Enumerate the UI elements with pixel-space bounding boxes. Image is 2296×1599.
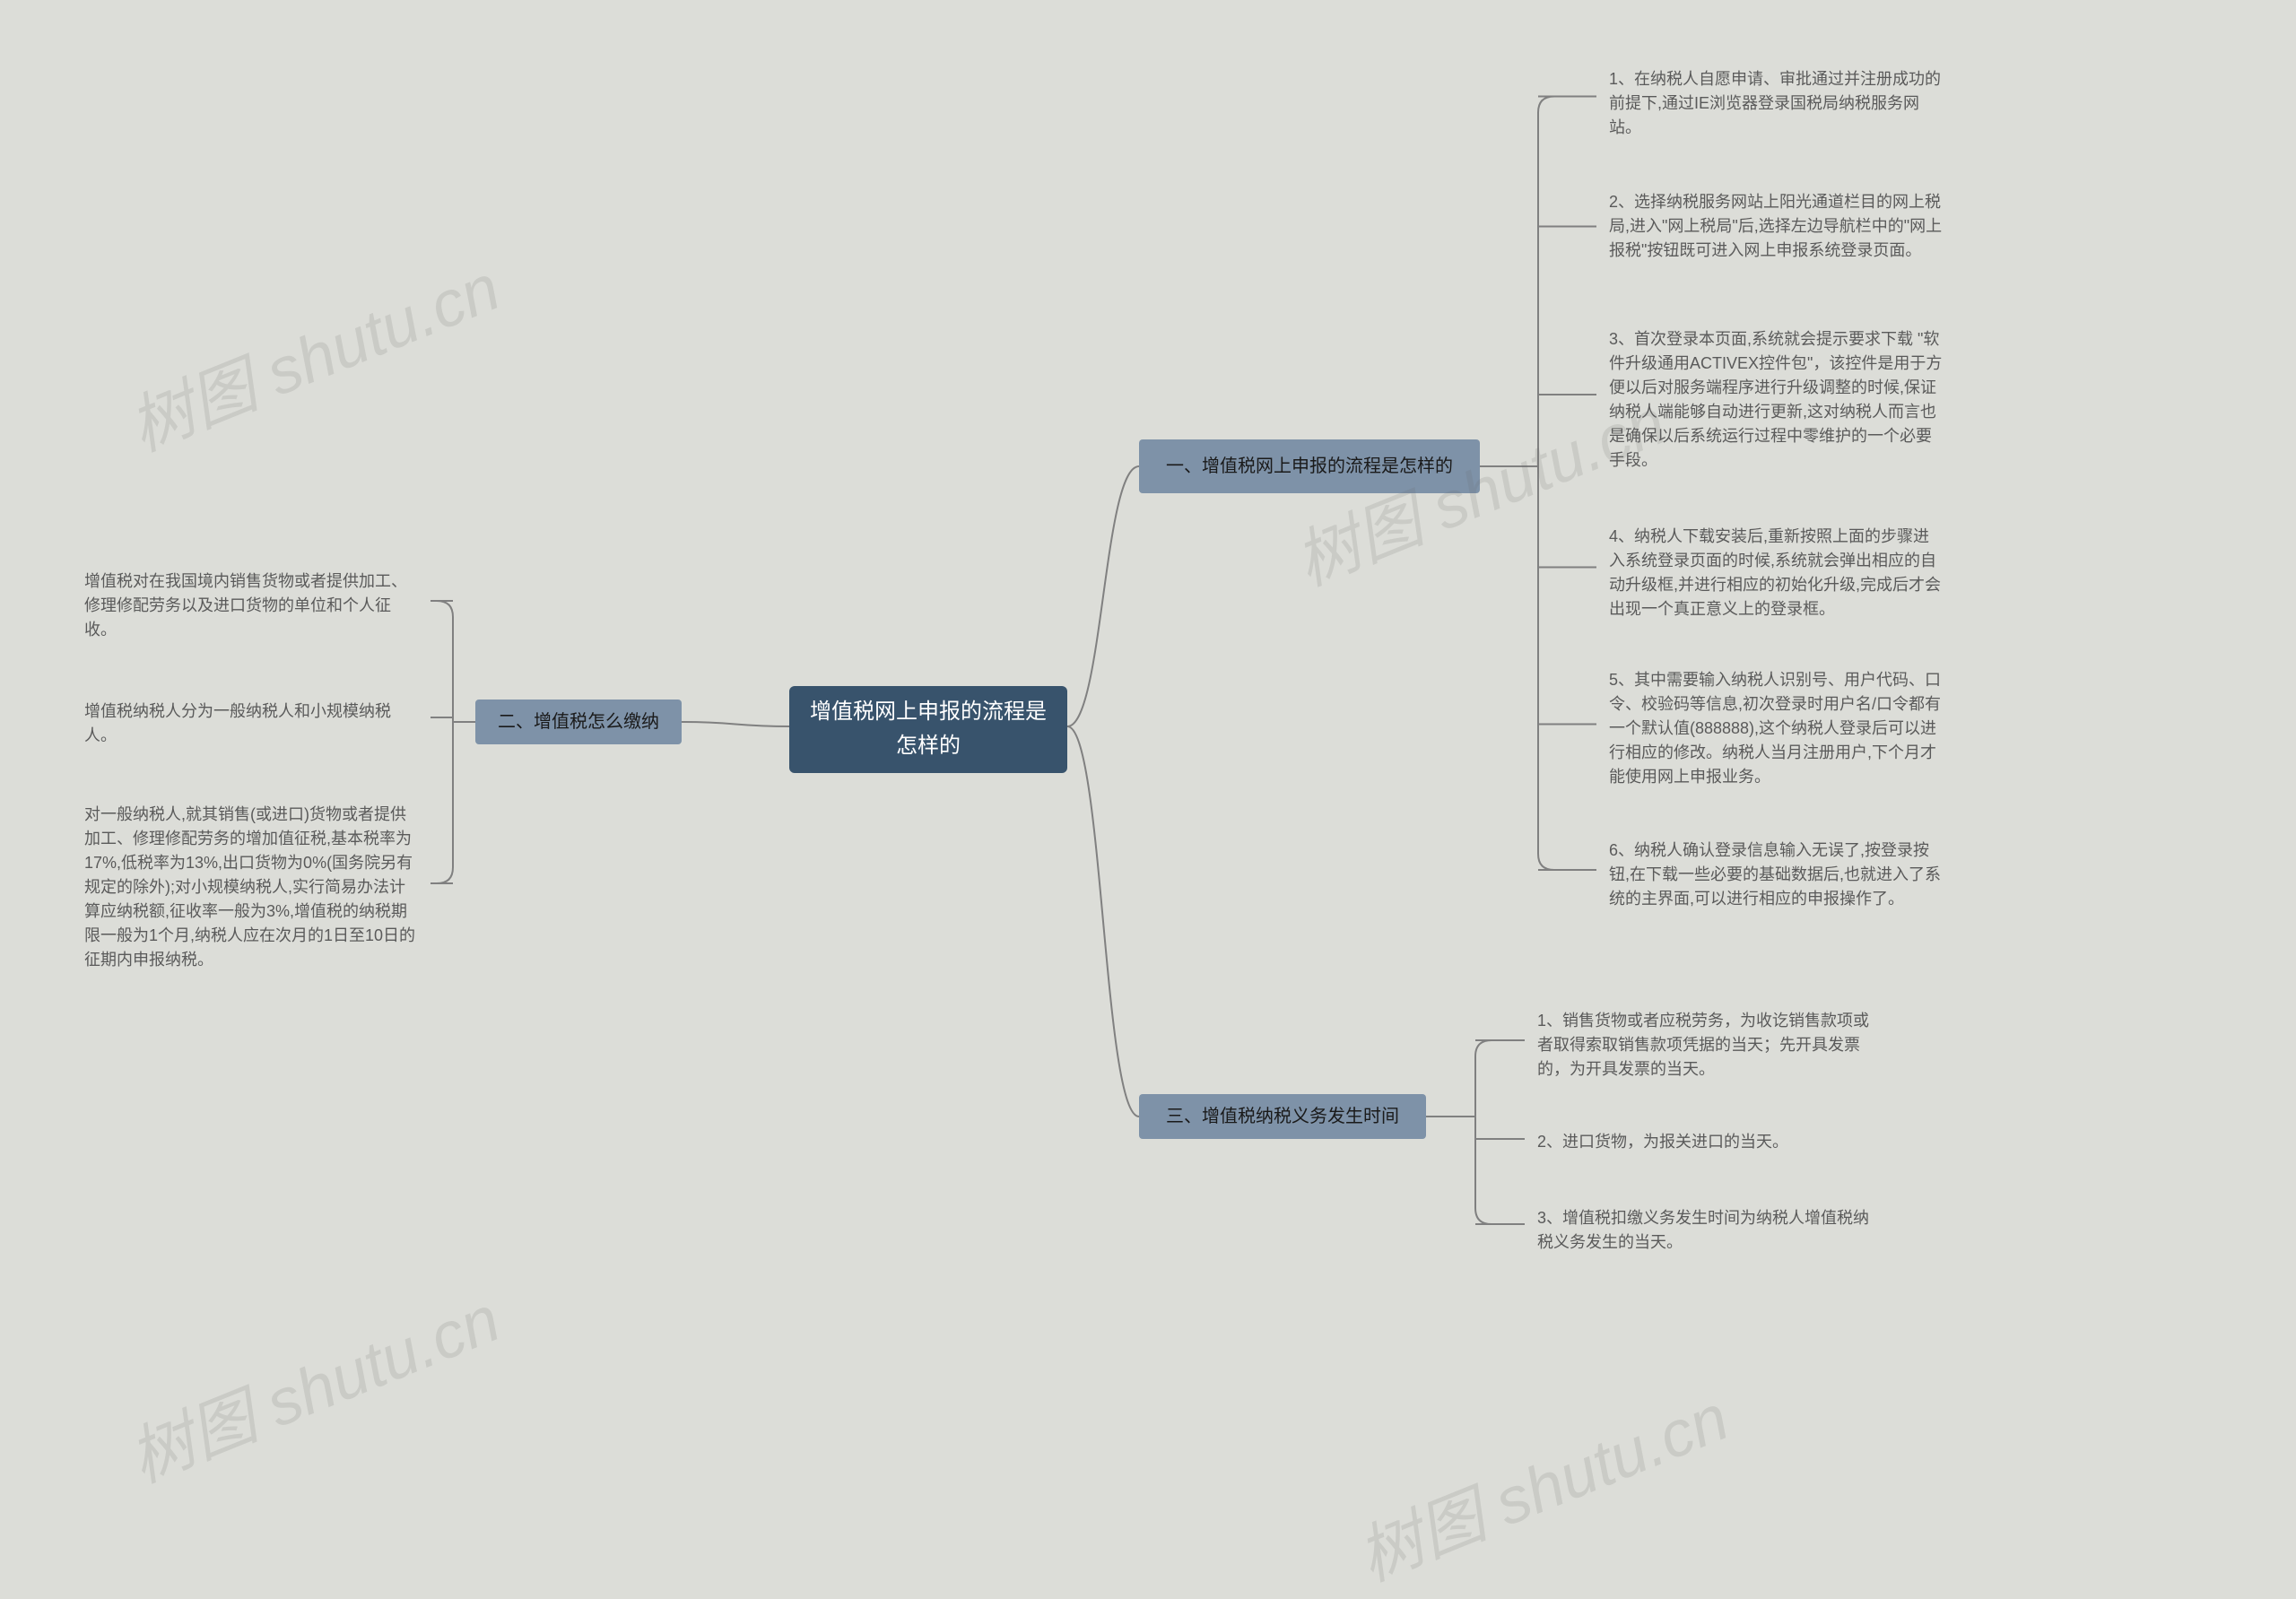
leaf-b1-1: 2、选择纳税服务网站上阳光通道栏目的网上税局,进入"网上税局"后,选择左边导航栏…	[1596, 175, 1955, 278]
leaf-b2-0: 增值税对在我国境内销售货物或者提供加工、修理修配劳务以及进口货物的单位和个人征收…	[72, 561, 430, 651]
leaf-b2-2: 对一般纳税人,就其销售(或进口)货物或者提供加工、修理修配劳务的增加值征税,基本…	[72, 794, 430, 981]
branch-b3: 三、增值税纳税义务发生时间	[1139, 1094, 1426, 1139]
leaf-b3-0: 1、销售货物或者应税劳务，为收讫销售款项或者取得索取销售款项凭据的当天；先开具发…	[1525, 1000, 1883, 1091]
leaf-b1-4: 5、其中需要输入纳税人识别号、用户代码、口令、校验码等信息,初次登录时用户名/口…	[1596, 659, 1955, 798]
watermark-3: 树图 shutu.cn	[1342, 1365, 1740, 1599]
branch-b1: 一、增值税网上申报的流程是怎样的	[1139, 439, 1480, 493]
leaf-b1-0: 1、在纳税人自愿申请、审批通过并注册成功的前提下,通过IE浏览器登录国税局纳税服…	[1596, 58, 1955, 149]
root-node: 增值税网上申报的流程是怎样的	[789, 686, 1067, 773]
leaf-b3-2: 3、增值税扣缴义务发生时间为纳税人增值税纳税义务发生的当天。	[1525, 1197, 1883, 1264]
leaf-b3-1: 2、进口货物，为报关进口的当天。	[1525, 1121, 1883, 1163]
branch-b2: 二、增值税怎么缴纳	[475, 700, 682, 744]
watermark-0: 树图 shutu.cn	[113, 235, 511, 469]
watermark-2: 树图 shutu.cn	[113, 1266, 511, 1500]
leaf-b2-1: 增值税纳税人分为一般纳税人和小规模纳税人。	[72, 691, 430, 757]
leaf-b1-2: 3、首次登录本页面,系统就会提示要求下载 "软件升级通用ACTIVEX控件包"，…	[1596, 318, 1955, 482]
leaf-b1-5: 6、纳税人确认登录信息输入无误了,按登录按钮,在下载一些必要的基础数据后,也就进…	[1596, 830, 1955, 920]
leaf-b1-3: 4、纳税人下载安装后,重新按照上面的步骤进入系统登录页面的时候,系统就会弹出相应…	[1596, 516, 1955, 630]
